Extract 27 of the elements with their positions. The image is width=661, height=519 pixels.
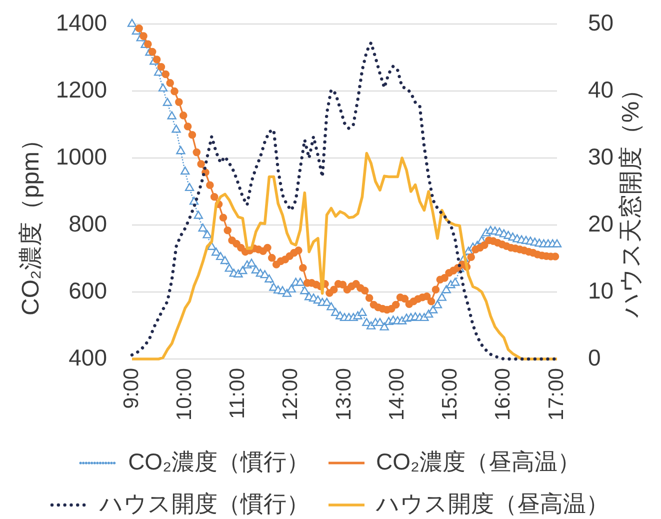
y2-tick-label: 40 [588, 76, 614, 102]
y2-tick-label: 10 [588, 277, 614, 304]
y2-tick-label: 0 [588, 344, 601, 370]
legend-label: ハウス開度（昼高温） [375, 490, 609, 516]
y-tick-label: 600 [68, 277, 107, 304]
y2-tick-label: 30 [588, 143, 614, 170]
y-tick-label: 1000 [56, 143, 107, 170]
y-tick-label: 800 [68, 210, 107, 236]
y-tick-label: 1400 [56, 9, 107, 36]
y2-tick-label: 50 [588, 9, 614, 36]
x-tick-label: 14:00 [385, 368, 408, 421]
x-tick-label: 16:00 [492, 368, 515, 421]
x-tick-label: 11:00 [226, 368, 250, 419]
y2-tick-label: 20 [588, 210, 614, 236]
y-tick-label: 1200 [56, 76, 107, 102]
x-tick-label: 12:00 [279, 368, 302, 421]
y-tick-label: 400 [68, 344, 107, 370]
x-tick-label: 9:00 [120, 368, 143, 409]
x-tick-label: 13:00 [332, 368, 356, 421]
legend-label: ハウス開度（慣行） [98, 490, 310, 516]
legend-label: CO₂濃度（昼高温） [376, 448, 580, 474]
x-tick-label: 17:00 [544, 368, 568, 421]
x-tick-label: 15:00 [438, 368, 462, 421]
x-tick-label: 10:00 [172, 368, 196, 421]
legend-label: CO₂濃度（慣行） [128, 448, 310, 474]
y2-axis-title: ハウス天窓開度（%） [618, 77, 645, 319]
y-axis-title: CO₂濃度（ppm） [18, 127, 45, 316]
